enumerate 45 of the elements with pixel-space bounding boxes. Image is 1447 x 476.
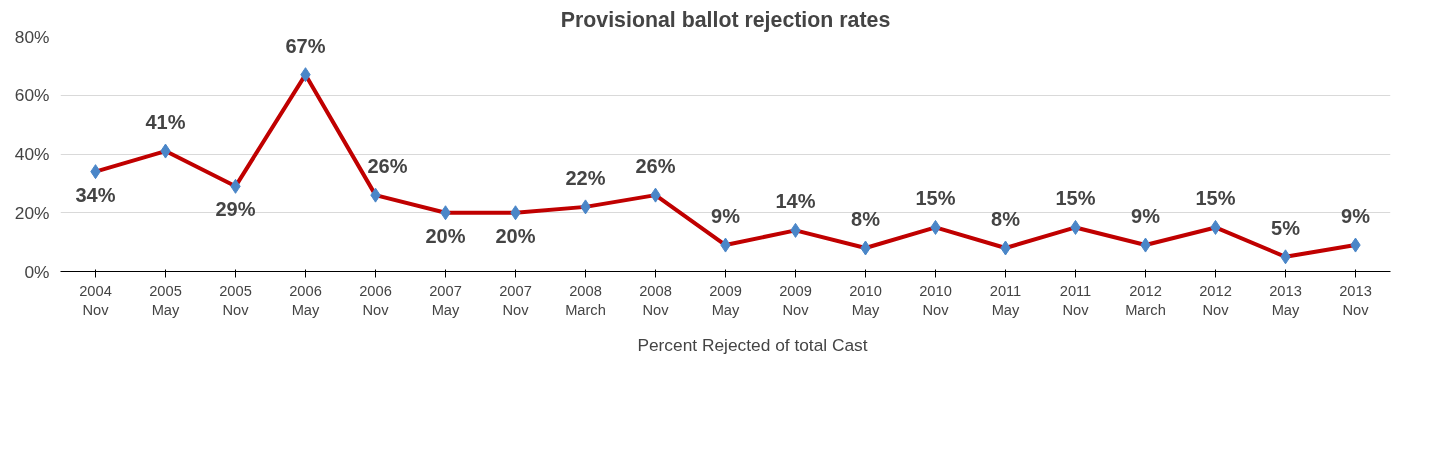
y-tick-label: 0% (24, 261, 50, 282)
data-label: 15% (1195, 187, 1236, 210)
x-tick-label: 2008 March (565, 282, 606, 318)
x-tick-label: 2012 Nov (1199, 282, 1232, 318)
x-tick-label: 2006 Nov (359, 282, 392, 318)
data-label: 34% (75, 183, 116, 206)
x-tick-label: 2010 Nov (919, 282, 952, 318)
x-tick-label: 2009 Nov (779, 282, 812, 318)
x-tick-label: 2004 Nov (79, 282, 112, 318)
x-tick-label: 2008 Nov (639, 282, 672, 318)
x-tick-label: 2010 May (849, 282, 882, 318)
data-label: 67% (285, 34, 326, 57)
data-label: 8% (851, 208, 881, 230)
data-label: 22% (565, 166, 606, 189)
data-label: 15% (915, 187, 956, 210)
x-tick-label: 2005 Nov (219, 282, 252, 318)
x-tick-label: 2011 May (989, 282, 1022, 318)
x-tick-label: 2006 May (289, 282, 322, 318)
data-label: 9% (1131, 205, 1161, 228)
x-tick-label: 2007 May (429, 282, 462, 318)
data-label: 41% (145, 111, 186, 134)
data-label: 29% (215, 198, 256, 221)
x-tick-label: 2007 Nov (499, 282, 532, 318)
data-label: 20% (425, 224, 466, 247)
y-tick-label: 80% (14, 26, 50, 47)
data-label: 26% (635, 155, 676, 178)
data-label: 20% (495, 224, 536, 247)
x-tick-label: 2012 March (1125, 282, 1166, 318)
y-tick-label: 60% (14, 85, 50, 106)
data-label: 26% (367, 155, 408, 178)
x-tick-label: 2005 May (149, 282, 182, 318)
y-tick-label: 40% (14, 144, 50, 164)
chart-title: Provisional ballot rejection rates (560, 7, 891, 32)
x-tick-label: 2011 Nov (1059, 282, 1092, 318)
y-tick-label: 20% (14, 202, 50, 223)
data-label: 9% (711, 205, 741, 228)
x-tick-label: 2009 May (709, 282, 742, 318)
data-label: 14% (775, 190, 816, 213)
data-label: 5% (1271, 216, 1301, 239)
data-label: 9% (1341, 205, 1371, 228)
data-label: 8% (991, 208, 1021, 230)
text: Percent Rejected of total Cast (637, 334, 868, 356)
x-tick-label: 2013 May (1269, 282, 1302, 318)
data-label: 15% (1055, 187, 1096, 210)
x-tick-label: 2013 Nov (1339, 282, 1372, 318)
